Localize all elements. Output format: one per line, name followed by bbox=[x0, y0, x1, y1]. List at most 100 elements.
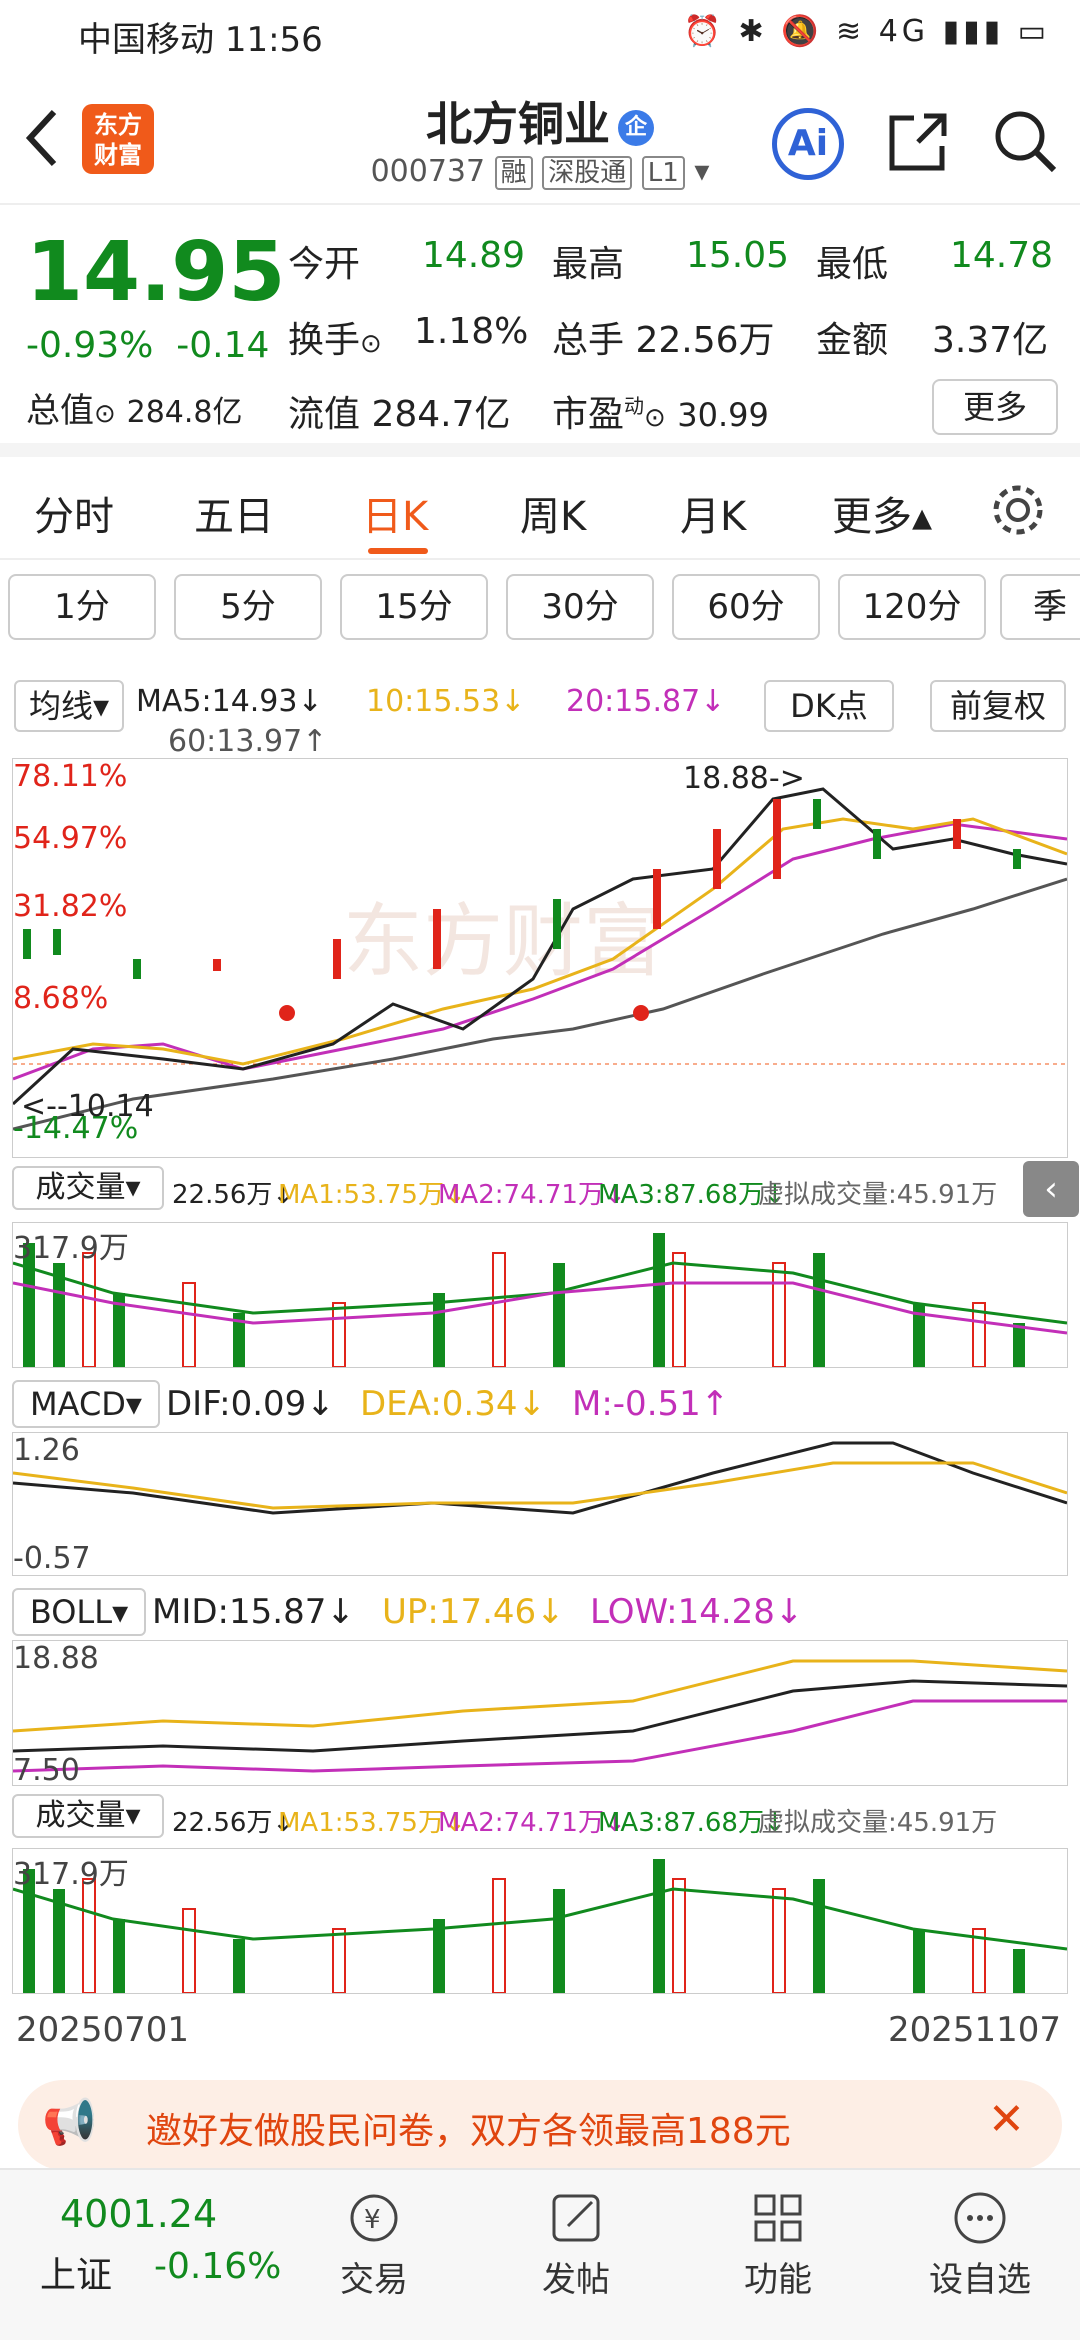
tab-daily-k[interactable]: 日K bbox=[362, 494, 429, 540]
ma5-value: MA5:14.93↓ bbox=[136, 684, 323, 719]
stock-code-row: 000737 融 深股通 L1 ▾ bbox=[0, 152, 1080, 190]
high-price: 15.05 bbox=[686, 235, 790, 276]
macd-selector[interactable]: MACD▾ bbox=[12, 1380, 160, 1428]
boll-legend: BOLL▾ MID:15.87↓ UP:17.46↓ LOW:14.28↓ bbox=[0, 1586, 1080, 1640]
tab-more[interactable]: 更多▴ bbox=[832, 494, 933, 540]
back-icon[interactable] bbox=[22, 106, 62, 170]
volume: 总手 22.56万 bbox=[552, 320, 775, 361]
last-price: 14.95 bbox=[26, 225, 286, 320]
caret-down-icon[interactable]: ▾ bbox=[694, 154, 710, 189]
index-value[interactable]: 4001.24 bbox=[60, 2192, 218, 2236]
nav-functions[interactable]: 功能 bbox=[708, 2180, 848, 2301]
boll-selector[interactable]: BOLL▾ bbox=[12, 1588, 146, 1636]
macd-chart[interactable]: 1.26 -0.57 bbox=[12, 1432, 1068, 1576]
nav-trade[interactable]: ¥ 交易 bbox=[304, 2180, 444, 2301]
volume-canvas bbox=[12, 1233, 1068, 1368]
volume-selector[interactable]: 成交量▾ bbox=[12, 1166, 164, 1210]
high-marker: 18.88-> bbox=[683, 761, 805, 796]
open-price: 14.89 bbox=[422, 235, 526, 276]
volume-canvas-2 bbox=[12, 1859, 1068, 1994]
chart-tabs: 分时 五日 日K 周K 月K 更多▴ bbox=[0, 460, 1080, 560]
tag-margin: 融 bbox=[494, 156, 533, 190]
search-icon[interactable] bbox=[990, 106, 1060, 176]
quote-panel: 14.95 -0.93% -0.14 总值⊙ 284.8亿 今开 14.89 最… bbox=[0, 205, 1080, 457]
pct-label-4: 8.68% bbox=[13, 981, 109, 1016]
clock: 11:56 bbox=[224, 20, 323, 60]
app-logo[interactable]: 东方 财富 bbox=[82, 104, 154, 174]
close-icon[interactable]: ✕ bbox=[988, 2094, 1025, 2145]
share-icon[interactable] bbox=[884, 108, 952, 176]
nav-watchlist[interactable]: 设自选 bbox=[910, 2180, 1050, 2301]
status-bar: 中国移动 11:56 ⏰ ✱ 🔕 ≋ 4G ▮▮▮ ▭ bbox=[0, 0, 1080, 70]
tab-intraday[interactable]: 分时 bbox=[34, 494, 114, 540]
adjust-button[interactable]: 前复权 bbox=[930, 680, 1066, 732]
status-icons: ⏰ ✱ 🔕 ≋ 4G ▮▮▮ ▭ bbox=[683, 14, 1050, 49]
boll-canvas bbox=[12, 1659, 1068, 1773]
volume-legend: 成交量▾ 22.56万↓ MA1:53.75万↓ MA2:74.71万↓ MA3… bbox=[0, 1164, 1080, 1214]
svg-text:¥: ¥ bbox=[364, 2205, 381, 2235]
amount: 3.37亿 bbox=[932, 320, 1049, 361]
ma20-value: 20:15.87↓ bbox=[566, 684, 726, 719]
tag-level: L1 bbox=[641, 156, 685, 190]
kline-chart[interactable]: 东方财富 78.11% 54.97% 31.82% 8.68% -14.47% … bbox=[12, 758, 1079, 1217]
period-120min[interactable]: 120分 bbox=[838, 574, 986, 640]
volume-max-label: 317.9万 bbox=[13, 1231, 129, 1266]
period-15min[interactable]: 15分 bbox=[340, 574, 488, 640]
promo-text: 邀好友做股民问卷，双方各领最高188元 bbox=[146, 2111, 791, 2152]
turnover: 1.18% bbox=[414, 311, 529, 352]
index-change: -0.16% bbox=[154, 2246, 282, 2287]
promo-banner[interactable]: 📢 邀好友做股民问卷，双方各领最高188元 ✕ bbox=[18, 2080, 1062, 2170]
macd-canvas bbox=[12, 1441, 1068, 1515]
low-price: 14.78 bbox=[950, 235, 1054, 276]
ma10-value: 10:15.53↓ bbox=[366, 684, 526, 719]
ma-selector[interactable]: 均线▾ bbox=[14, 680, 124, 732]
period-30min[interactable]: 30分 bbox=[506, 574, 654, 640]
pe-ratio: 市盈动⊙ 30.99 bbox=[552, 394, 769, 435]
signal-dot bbox=[633, 1005, 649, 1021]
chevron-left-icon[interactable]: ‹ bbox=[1023, 1161, 1079, 1217]
tag-connect: 深股通 bbox=[542, 156, 633, 190]
tab-monthly-k[interactable]: 月K bbox=[680, 494, 747, 540]
watermark: 东方财富 bbox=[343, 895, 663, 988]
megaphone-icon: 📢 bbox=[42, 2097, 97, 2148]
tab-five-day[interactable]: 五日 bbox=[194, 494, 274, 540]
total-market-cap: 总值⊙ 284.8亿 bbox=[26, 391, 243, 431]
stock-code: 000737 bbox=[370, 154, 486, 189]
volume-chart-2[interactable]: 317.9万 bbox=[12, 1848, 1068, 1994]
candles bbox=[23, 799, 1021, 979]
index-name: 上证 bbox=[40, 2255, 113, 2296]
more-button[interactable]: 更多 bbox=[932, 379, 1058, 435]
period-quarter[interactable]: 季 bbox=[1000, 574, 1080, 640]
kline-canvas: 东方财富 bbox=[13, 787, 1067, 1131]
grid-icon bbox=[754, 2194, 802, 2242]
float-market-cap: 流值 284.7亿 bbox=[288, 394, 511, 435]
low-marker: <--10.14 bbox=[21, 1089, 154, 1124]
period-1min[interactable]: 1分 bbox=[8, 574, 156, 640]
period-5min[interactable]: 5分 bbox=[174, 574, 322, 640]
edit-icon bbox=[552, 2194, 600, 2242]
volume-legend-2: 成交量▾ 22.56万↓ MA1:53.75万↓ MA2:74.71万↓ MA3… bbox=[0, 1792, 1080, 1842]
active-tab-indicator bbox=[368, 548, 428, 554]
pct-label-3: 31.82% bbox=[13, 889, 128, 924]
signal-dot bbox=[279, 1005, 295, 1021]
pct-label-2: 54.97% bbox=[13, 821, 128, 856]
boll-chart[interactable]: 18.88 7.50 bbox=[12, 1640, 1068, 1788]
ai-button[interactable]: Ai bbox=[772, 108, 844, 180]
date-end: 20251107 bbox=[888, 2010, 1062, 2050]
pct-label-1: 78.11% bbox=[13, 759, 128, 794]
date-start: 20250701 bbox=[16, 2010, 190, 2050]
ma60-value: 60:13.97↑ bbox=[168, 724, 328, 759]
carrier: 中国移动 bbox=[78, 20, 214, 60]
stock-name: 北方铜业企 bbox=[0, 88, 1080, 154]
period-60min[interactable]: 60分 bbox=[672, 574, 820, 640]
pct-label-5: -14.47% bbox=[13, 1111, 139, 1146]
gear-icon[interactable] bbox=[990, 482, 1046, 538]
bottom-bar: 4001.24 上证 -0.16% ¥ 交易 发帖 功能 设自选 bbox=[0, 2168, 1080, 2340]
volume-chart[interactable]: 317.9万 bbox=[12, 1222, 1068, 1368]
nav-post[interactable]: 发帖 bbox=[506, 2180, 646, 2301]
tab-weekly-k[interactable]: 周K bbox=[520, 494, 587, 540]
dk-point-button[interactable]: DK点 bbox=[764, 680, 894, 732]
macd-legend: MACD▾ DIF:0.09↓ DEA:0.34↓ M:-0.51↑ bbox=[0, 1378, 1080, 1432]
more-dots-icon bbox=[954, 2192, 1006, 2244]
volume-selector-2[interactable]: 成交量▾ bbox=[12, 1794, 164, 1838]
